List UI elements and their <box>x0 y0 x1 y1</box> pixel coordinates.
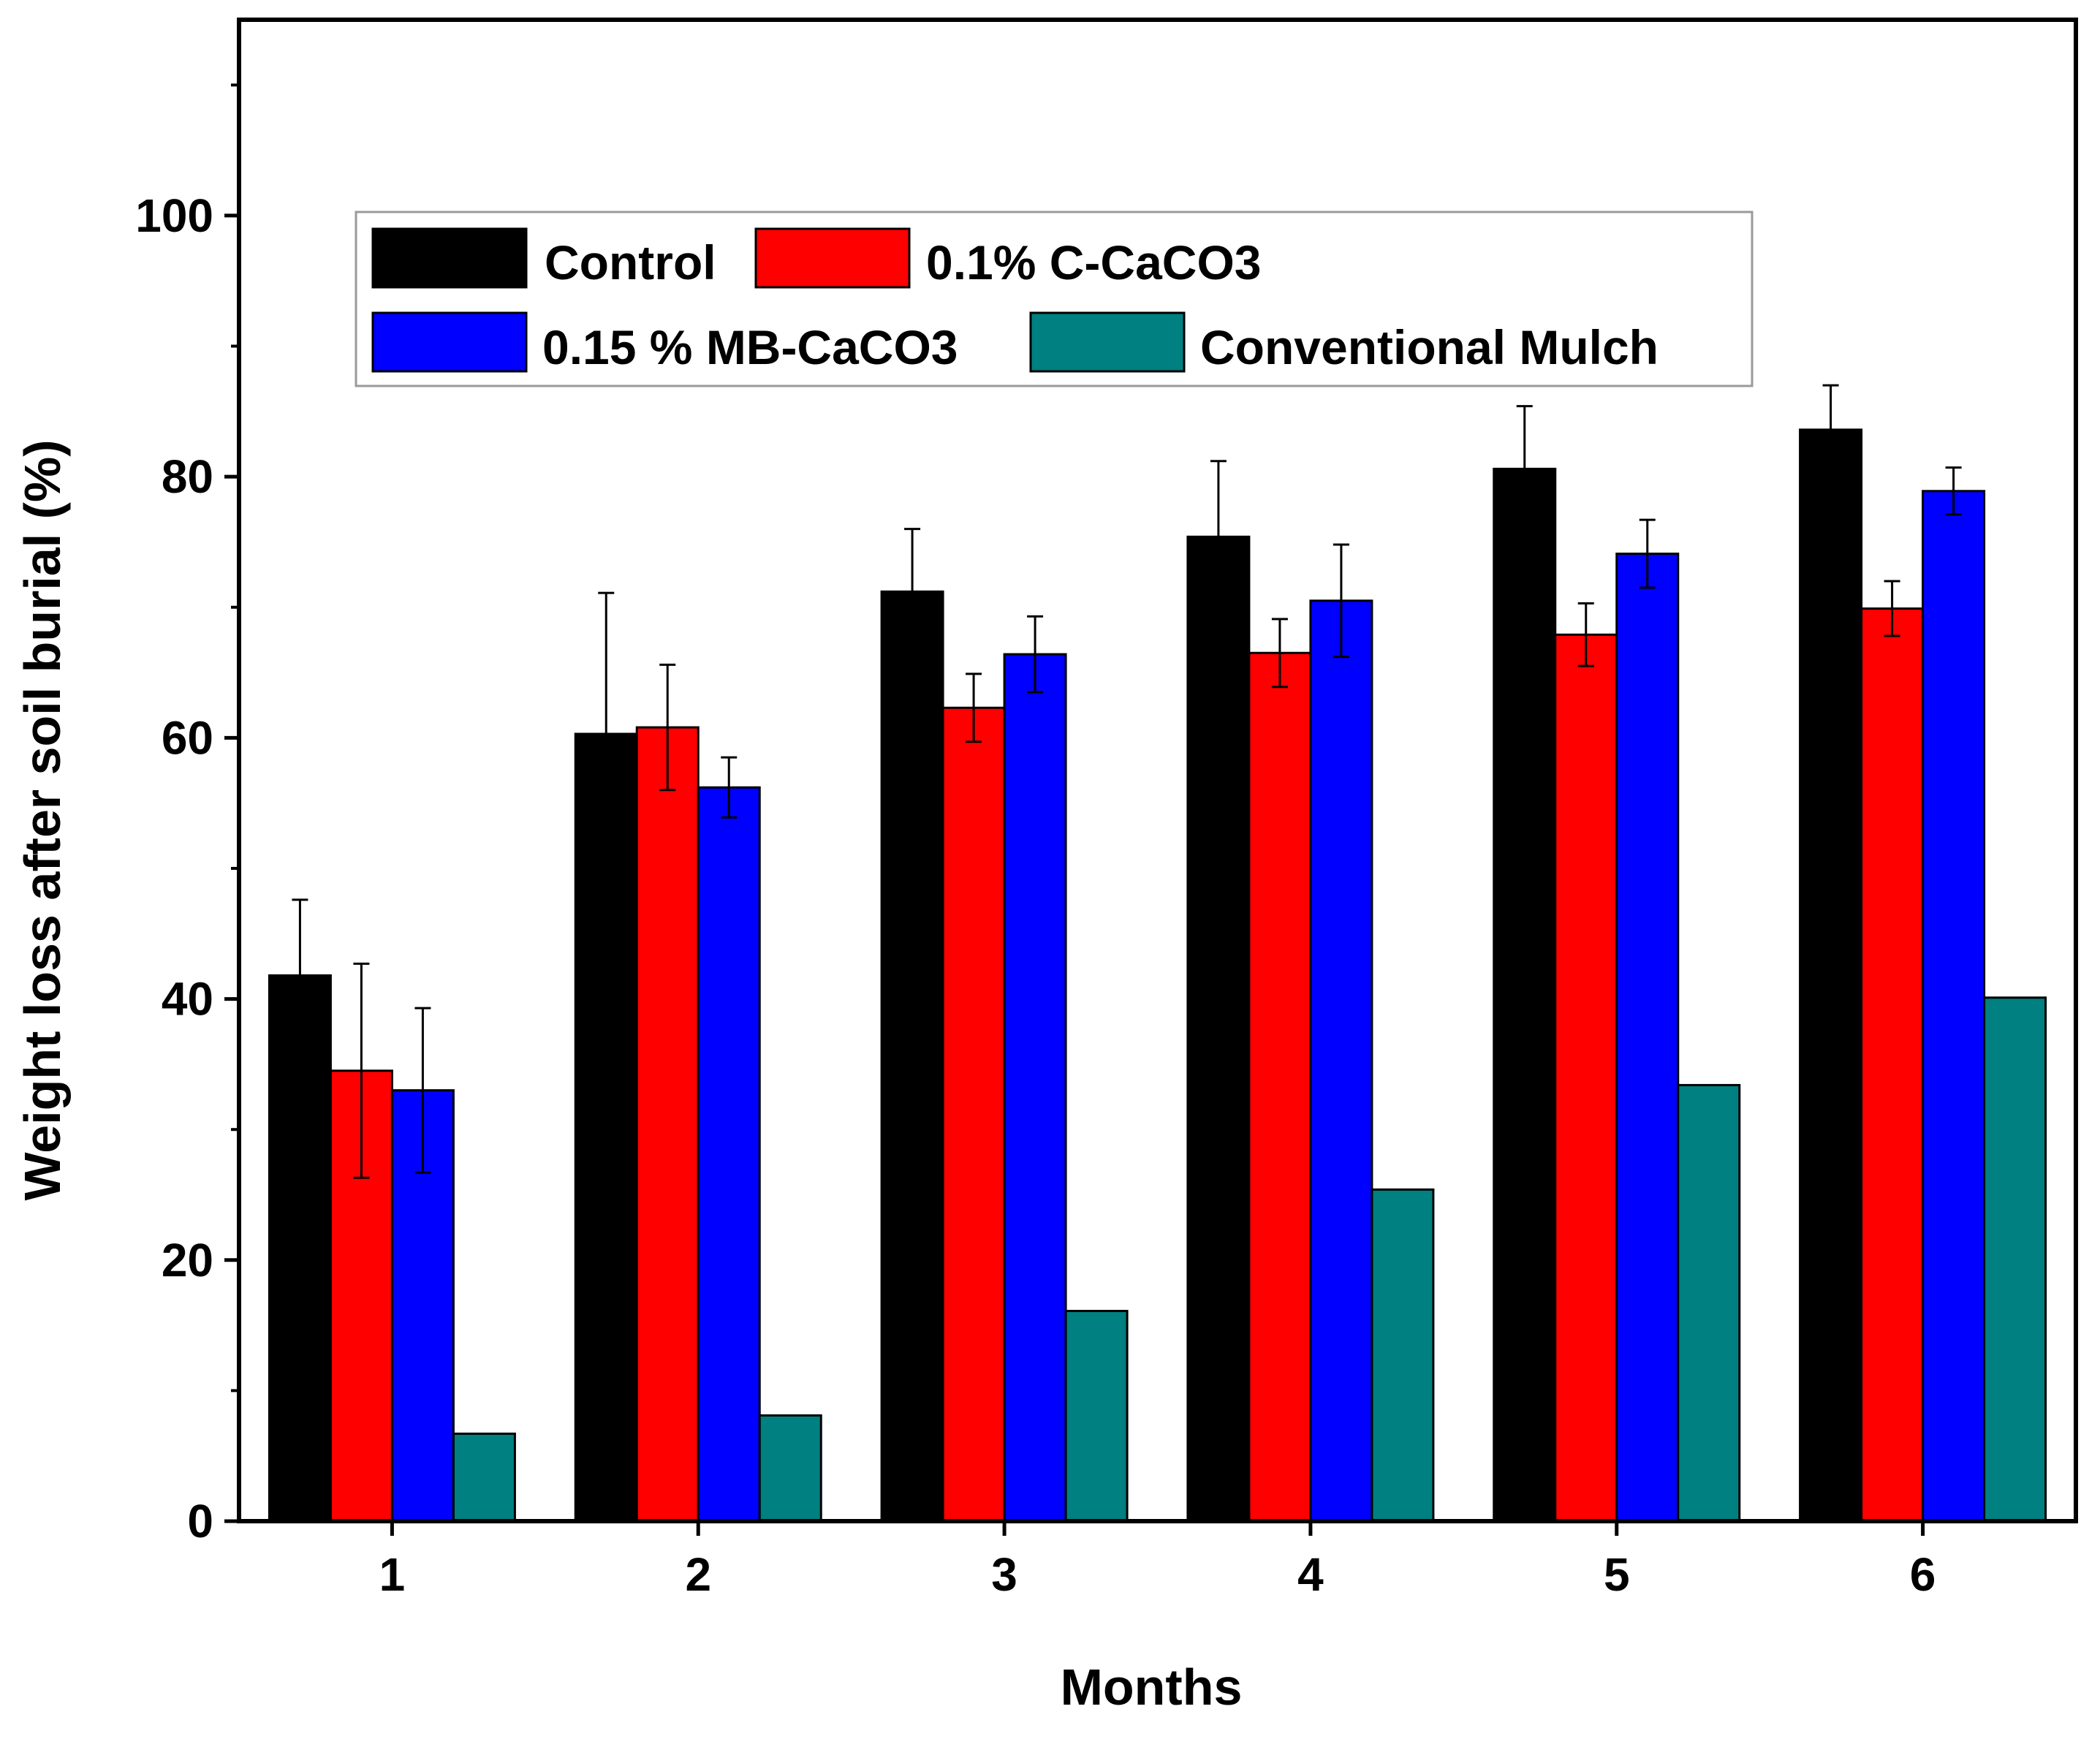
bar-control-month-3 <box>880 590 944 1523</box>
bar-control-month-1 <box>268 974 332 1523</box>
legend-label-conventional-mulch: Conventional Mulch <box>1200 320 1659 374</box>
bar-0-15-mb-caco3-month-5 <box>1615 553 1680 1523</box>
x-axis: 1 2 3 4 5 6 <box>379 1521 1936 1601</box>
x-axis-title: Months <box>1061 1659 1243 1716</box>
error-bar-0-15-mb-caco3-month-1 <box>414 1007 431 1174</box>
y-tick-label-0: 0 <box>187 1495 213 1547</box>
error-bar-0-1-c-caco3-month-3 <box>966 673 982 743</box>
bar-0-15-mb-caco3-month-6 <box>1922 490 1986 1523</box>
error-bar-0-1-c-caco3-month-1 <box>353 962 370 1179</box>
x-tick-label-5: 5 <box>1604 1548 1630 1601</box>
bar-conventional-mulch-month-5 <box>1677 1083 1741 1523</box>
y-tick-label-80: 80 <box>162 450 213 503</box>
bar-0-1-c-caco3-month-5 <box>1554 633 1618 1523</box>
legend-label-control: Control <box>545 235 716 289</box>
error-bar-0-15-mb-caco3-month-5 <box>1639 518 1656 589</box>
legend-label-0-1-c-caco3: 0.1% C-CaCO3 <box>926 235 1262 289</box>
bar-0-1-c-caco3-month-6 <box>1860 607 1925 1523</box>
x-tick-label-3: 3 <box>991 1548 1017 1601</box>
x-tick-label-1: 1 <box>379 1548 406 1601</box>
bar-conventional-mulch-month-2 <box>758 1414 822 1523</box>
y-tick-label-40: 40 <box>162 973 213 1026</box>
error-bar-0-1-c-caco3-month-5 <box>1577 602 1594 667</box>
error-bar-0-15-mb-caco3-month-4 <box>1333 543 1349 659</box>
legend-label-0-15-mb-caco3: 0.15 % MB-CaCO3 <box>542 320 958 374</box>
plot-frame <box>237 18 2078 1523</box>
y-axis: 0 20 40 60 80 100 <box>135 83 239 1547</box>
error-bar-control-month-1 <box>292 898 308 1053</box>
legend-swatch-0-1-c-caco3 <box>754 227 911 289</box>
error-bar-0-1-c-caco3-month-6 <box>1884 580 1900 637</box>
y-tick-label-60: 60 <box>162 711 213 764</box>
bar-0-1-c-caco3-month-4 <box>1248 651 1312 1523</box>
legend-swatch-conventional-mulch <box>1029 311 1186 373</box>
error-bar-control-month-4 <box>1210 460 1227 614</box>
error-bar-0-1-c-caco3-month-4 <box>1271 618 1288 689</box>
error-bar-control-month-6 <box>1822 384 1839 476</box>
legend: Control 0.1% C-CaCO3 0.15 % MB-CaCO3 Conven… <box>355 211 1754 387</box>
bar-0-15-mb-caco3-month-3 <box>1003 653 1067 1523</box>
bar-conventional-mulch-month-3 <box>1064 1309 1129 1523</box>
legend-swatch-0-15-mb-caco3 <box>371 311 528 373</box>
error-bars-group <box>292 384 1962 1179</box>
bar-0-15-mb-caco3-month-2 <box>697 786 761 1523</box>
x-tick-label-2: 2 <box>685 1548 711 1601</box>
bar-conventional-mulch-month-6 <box>1983 996 2047 1523</box>
bar-control-month-5 <box>1493 467 1557 1523</box>
error-bar-0-15-mb-caco3-month-3 <box>1027 615 1044 694</box>
bar-conventional-mulch-month-1 <box>452 1432 516 1523</box>
bars-group <box>268 428 2047 1523</box>
error-bar-control-month-5 <box>1516 405 1533 533</box>
bar-conventional-mulch-month-4 <box>1371 1188 1435 1523</box>
x-tick-label-4: 4 <box>1297 1548 1324 1601</box>
bar-0-1-c-caco3-month-3 <box>941 706 1006 1523</box>
bar-control-month-4 <box>1186 535 1251 1523</box>
error-bar-control-month-3 <box>904 528 921 656</box>
bar-control-month-6 <box>1799 428 1863 1523</box>
legend-swatch-control <box>371 227 528 289</box>
y-tick-label-100: 100 <box>135 189 213 242</box>
y-axis-title: Weight loss after soil burial (%) <box>14 439 71 1200</box>
error-bar-0-1-c-caco3-month-2 <box>659 663 676 792</box>
y-tick-label-20: 20 <box>162 1234 213 1287</box>
error-bar-0-15-mb-caco3-month-2 <box>721 756 738 819</box>
bar-0-15-mb-caco3-month-4 <box>1309 599 1373 1523</box>
x-tick-label-6: 6 <box>1910 1548 1936 1601</box>
bar-0-1-c-caco3-month-2 <box>635 726 700 1523</box>
error-bar-control-month-2 <box>598 591 615 876</box>
error-bar-0-15-mb-caco3-month-6 <box>1945 466 1962 516</box>
